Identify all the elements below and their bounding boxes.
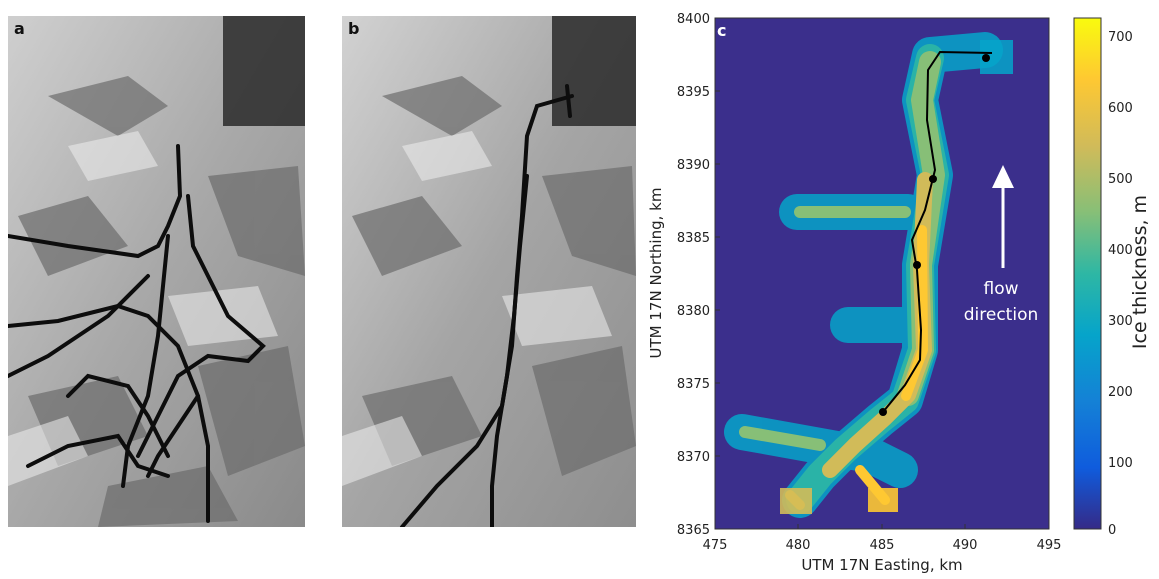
colorbar-tick-label: 300 xyxy=(1108,314,1133,329)
colorbar-tick-label: 600 xyxy=(1108,101,1133,116)
flow-direction-arrow-icon xyxy=(992,165,1014,268)
flowline-marker xyxy=(913,261,921,269)
flowline-marker xyxy=(982,54,990,62)
panel-a-label: a xyxy=(14,19,25,38)
y-tick-label: 8390 xyxy=(677,158,710,173)
x-tick-label: 480 xyxy=(786,538,811,553)
colorbar-tick-label: 500 xyxy=(1108,172,1133,187)
colorbar-tick-label: 200 xyxy=(1108,385,1133,400)
panel-b-image xyxy=(342,16,636,527)
colorbar-tick-label: 700 xyxy=(1108,30,1133,45)
flowline-marker xyxy=(929,175,937,183)
panel-b-label: b xyxy=(348,19,360,38)
colorbar xyxy=(1073,17,1102,530)
flow-annotation-line2: direction xyxy=(964,305,1039,325)
y-tick-label: 8365 xyxy=(677,523,710,538)
panel-b-hillshade-map: b xyxy=(342,16,636,527)
y-tick-label: 8375 xyxy=(677,377,710,392)
panel-c-ice-thickness-map: flow direction 8400 8395 8390 8385 8380 … xyxy=(640,0,1159,575)
panel-a-image xyxy=(8,16,305,527)
x-tick-label: 490 xyxy=(953,538,978,553)
x-tick-label: 485 xyxy=(870,538,895,553)
y-tick-label: 8400 xyxy=(677,12,710,27)
y-axis-label: UTM 17N Northing, km xyxy=(647,188,665,359)
y-tick-label: 8380 xyxy=(677,304,710,319)
glacier-thickness-field xyxy=(724,32,1013,518)
panel-c-label: c xyxy=(717,21,727,40)
y-tick-label: 8385 xyxy=(677,231,710,246)
y-tick-label: 8395 xyxy=(677,85,710,100)
colorbar-tick-label: 0 xyxy=(1108,523,1116,538)
flow-annotation-line1: flow xyxy=(983,279,1018,299)
x-axis: 475 480 485 490 495 xyxy=(703,524,1062,553)
y-axis: 8400 8395 8390 8385 8380 8375 8370 8365 xyxy=(677,12,720,538)
x-tick-label: 495 xyxy=(1037,538,1062,553)
flowline-marker xyxy=(879,408,887,416)
panel-a-hillshade-map: a xyxy=(8,16,305,527)
flowline xyxy=(882,50,993,413)
x-tick-label: 475 xyxy=(703,538,728,553)
colorbar-label: Ice thickness, m xyxy=(1129,195,1151,349)
y-tick-label: 8370 xyxy=(677,450,710,465)
x-axis-label: UTM 17N Easting, km xyxy=(801,556,962,574)
panel-c-plot: flow direction 8400 8395 8390 8385 8380 … xyxy=(647,12,1151,574)
colorbar-tick-label: 400 xyxy=(1108,243,1133,258)
colorbar-tick-label: 100 xyxy=(1108,456,1133,471)
colorbar-ticks: 0 100 200 300 400 500 600 700 xyxy=(1108,30,1133,538)
